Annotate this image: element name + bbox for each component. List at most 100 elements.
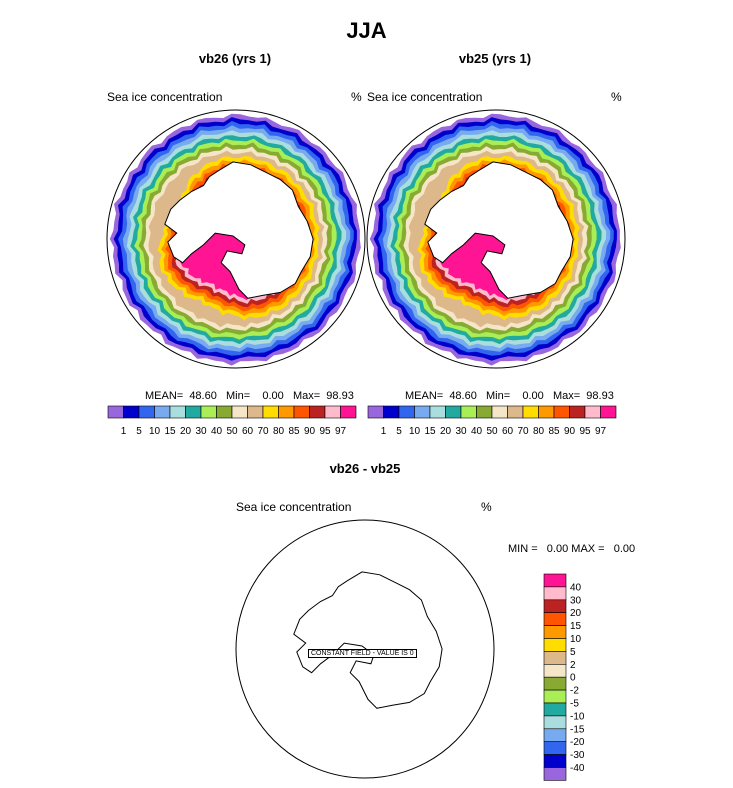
panel2-colorbar-tick-label-1: 5 (396, 426, 402, 437)
panel1-colorbar-swatch-14 (324, 405, 341, 419)
panel1-colorbar-swatch-1 (123, 405, 140, 419)
panel2-colorbar-swatch-14 (584, 405, 601, 419)
panel1-colorbar-tick-label-12: 90 (304, 426, 316, 437)
diff-colorbar-swatch-7 (543, 664, 567, 678)
diff-colorbar-swatch-12 (543, 728, 567, 743)
panel1-colorbar-tick-label-10: 80 (273, 426, 285, 437)
panel1-colorbar-tick-label-5: 30 (195, 426, 207, 437)
panel2-colorbar-tick-label-8: 60 (502, 426, 514, 437)
panel2-colorbar-tick-label-13: 95 (579, 426, 591, 437)
panel2-colorbar-swatch-9 (507, 405, 524, 419)
panel2-colorbar-swatch-11 (538, 405, 555, 419)
diff-colorbar-swatch-9 (543, 689, 567, 704)
panel2-colorbar-tick-label-3: 15 (424, 426, 436, 437)
panel2-units-label: % (611, 90, 622, 104)
panel2-colorbar-tick-label-12: 90 (564, 426, 576, 437)
panel2-colorbar: 1 5 10 15 20 30 40 50 60 70 80 85 90 95 97 (367, 405, 617, 437)
panel1-colorbar-tick-label-4: 20 (180, 426, 192, 437)
panel1-colorbar-swatch-6 (200, 405, 217, 419)
panel2-colorbar-tick-label-7: 50 (486, 426, 498, 437)
diff-title: vb26 - vb25 (329, 461, 401, 476)
diff-colorbar-tick-label-2: 20 (570, 608, 582, 619)
panel1-units-label: % (351, 90, 362, 104)
diff-colorbar-tick-label-4: 10 (570, 634, 582, 645)
diff-colorbar-swatch-6 (543, 651, 567, 665)
panel1-variable-label: Sea ice concentration (107, 90, 223, 104)
panel2-colorbar-swatch-8 (491, 405, 508, 419)
diff-colorbar-tick-label-14: -40 (570, 763, 585, 774)
panel1-map-boundary (106, 109, 366, 369)
panel2-colorbar-tick-label-4: 20 (440, 426, 452, 437)
panel2-colorbar-swatch-7 (476, 405, 493, 419)
diff-colorbar-swatch-5 (543, 638, 567, 652)
panel2-colorbar-tick-label-11: 85 (548, 426, 560, 437)
panel2-colorbar-swatch-2 (398, 405, 415, 419)
panel1-map-continent (164, 161, 314, 299)
diff-colorbar-swatch-11 (543, 715, 567, 730)
diff-colorbar-tick-label-5: 5 (570, 647, 576, 658)
panel1-colorbar-tick-label-3: 15 (164, 426, 176, 437)
panel1-colorbar-swatch-3 (154, 405, 171, 419)
panel2-colorbar-tick-label-2: 10 (409, 426, 421, 437)
panel2-colorbar-swatch-4 (429, 405, 446, 419)
panel2-colorbar-swatch-1 (383, 405, 400, 419)
panel2-stats: MEAN= 48.60 Min= 0.00 Max= 98.93 (405, 390, 614, 402)
diff-variable-label: Sea ice concentration (236, 500, 352, 514)
panel1-colorbar: 1 5 10 15 20 30 40 50 60 70 80 85 90 95 97 (107, 405, 357, 437)
panel2-map-continent (424, 161, 574, 299)
diff-colorbar-tick-label-9: -5 (570, 699, 579, 710)
panel1-colorbar-swatch-2 (138, 405, 155, 419)
diff-colorbar-tick-label-3: 15 (570, 621, 582, 632)
panel2-colorbar-swatch-10 (522, 405, 539, 419)
panel2-colorbar-swatch-0 (367, 405, 384, 419)
diff-colorbar-swatch-3 (543, 612, 567, 626)
panel2-variable-label: Sea ice concentration (367, 90, 483, 104)
panel1-colorbar-swatch-4 (169, 405, 186, 419)
diff-map-continent (293, 571, 443, 709)
panel1-colorbar-tick-label-7: 50 (226, 426, 238, 437)
diff-stats: MIN = 0.00 MAX = 0.00 (508, 543, 636, 555)
diff-colorbar-swatch-4 (543, 625, 567, 639)
diff-colorbar-tick-label-0: 40 (570, 582, 582, 593)
panel1-colorbar-swatch-11 (278, 405, 295, 419)
panel1-colorbar-swatch-12 (293, 405, 310, 419)
diff-colorbar-tick-label-7: 0 (570, 673, 576, 684)
panel2-colorbar-swatch-13 (569, 405, 586, 419)
panel2-colorbar-tick-label-6: 40 (471, 426, 483, 437)
panel1-colorbar-swatch-10 (262, 405, 279, 419)
diff-colorbar-tick-label-8: -2 (570, 686, 579, 697)
panel1-stats: MEAN= 48.60 Min= 0.00 Max= 98.93 (145, 390, 354, 402)
diff-colorbar-swatch-13 (543, 741, 567, 755)
panel2-colorbar-swatch-6 (460, 405, 477, 419)
diff-colorbar-tick-label-13: -30 (570, 750, 585, 761)
constant-field-annotation: CONSTANT FIELD - VALUE IS 0 (308, 649, 417, 658)
panel1-colorbar-swatch-7 (216, 405, 233, 419)
panel1-colorbar-tick-label-13: 95 (319, 426, 331, 437)
diff-units-label: % (481, 500, 492, 514)
diff-colorbar-tick-label-11: -15 (570, 724, 585, 735)
diff-colorbar-swatch-14 (543, 754, 567, 768)
panel2-colorbar-tick-label-9: 70 (517, 426, 529, 437)
diff-colorbar-swatch-8 (543, 676, 567, 691)
panel1-colorbar-tick-label-6: 40 (211, 426, 223, 437)
panel1-colorbar-swatch-5 (185, 405, 202, 419)
panel1-colorbar-tick-label-0: 1 (121, 426, 127, 437)
panel1-title: vb26 (yrs 1) (198, 51, 272, 66)
diff-colorbar-tick-label-1: 30 (570, 595, 582, 606)
diff-colorbar-tick-label-12: -20 (570, 737, 585, 748)
panel1-colorbar-swatch-8 (231, 405, 248, 419)
main-title: JJA (346, 18, 387, 43)
panel2-map (366, 109, 626, 369)
panel2-colorbar-swatch-5 (445, 405, 462, 419)
panel1-map (106, 109, 366, 369)
panel2-colorbar-swatch-3 (414, 405, 431, 419)
panel1-colorbar-tick-label-1: 5 (136, 426, 142, 437)
panel2-map-boundary (366, 109, 626, 369)
diff-colorbar-swatch-10 (543, 702, 567, 717)
panel1-colorbar-swatch-13 (309, 405, 326, 419)
panel2-colorbar-tick-label-5: 30 (455, 426, 467, 437)
panel1-colorbar-swatch-0 (107, 405, 124, 419)
diff-colorbar-swatch-0 (543, 573, 567, 588)
panel1-colorbar-tick-label-14: 97 (335, 426, 347, 437)
